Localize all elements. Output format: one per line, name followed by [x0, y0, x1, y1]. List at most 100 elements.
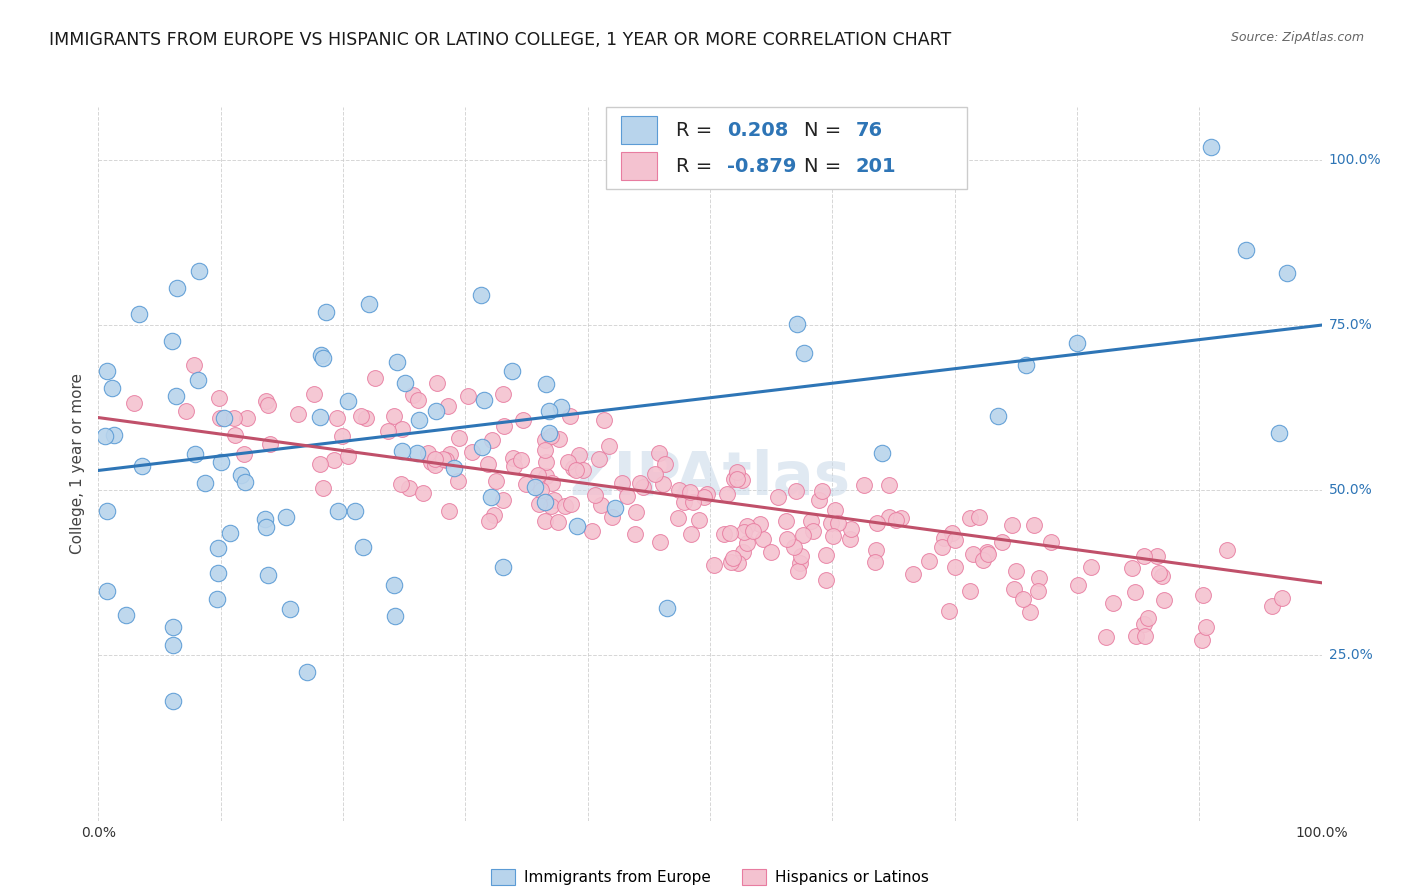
- Point: [131, 459, 153, 474]
- Point: [322, 453, 344, 467]
- Point: [540, 499, 562, 513]
- Point: [515, 476, 537, 491]
- Point: [491, 386, 513, 401]
- Point: [654, 458, 676, 472]
- Text: IMMIGRANTS FROM EUROPE VS HISPANIC OR LATINO COLLEGE, 1 YEAR OR MORE CORRELATION: IMMIGRANTS FROM EUROPE VS HISPANIC OR LA…: [49, 31, 952, 49]
- Point: [162, 694, 184, 708]
- Point: [315, 305, 337, 319]
- Point: [1133, 617, 1156, 632]
- Point: [759, 545, 782, 559]
- Point: [385, 355, 408, 369]
- Point: [786, 317, 808, 331]
- Point: [534, 495, 557, 509]
- Point: [254, 519, 277, 533]
- Point: [405, 446, 427, 460]
- Point: [696, 486, 718, 500]
- Point: [165, 389, 187, 403]
- Point: [481, 433, 503, 447]
- Point: [870, 446, 893, 460]
- Point: [991, 535, 1014, 549]
- Point: [229, 468, 252, 483]
- Point: [96, 364, 118, 378]
- Text: 75.0%: 75.0%: [1329, 318, 1372, 332]
- Point: [218, 526, 240, 541]
- Text: N =: N =: [804, 120, 848, 139]
- Point: [1133, 549, 1156, 563]
- Point: [1275, 266, 1298, 280]
- Point: [477, 457, 499, 471]
- FancyBboxPatch shape: [606, 107, 967, 189]
- Point: [311, 481, 333, 495]
- Point: [412, 485, 434, 500]
- Point: [918, 554, 941, 568]
- Point: [1146, 549, 1168, 563]
- Point: [853, 477, 876, 491]
- Point: [725, 472, 748, 486]
- Point: [352, 540, 374, 554]
- Point: [1002, 582, 1025, 596]
- Point: [1066, 336, 1088, 351]
- Point: [391, 443, 413, 458]
- Point: [426, 376, 449, 391]
- Point: [183, 447, 205, 461]
- Point: [439, 504, 461, 518]
- Point: [1005, 564, 1028, 578]
- Point: [787, 565, 810, 579]
- Point: [233, 475, 256, 489]
- Point: [382, 409, 405, 423]
- Text: 25.0%: 25.0%: [1329, 648, 1372, 663]
- Point: [207, 566, 229, 580]
- Point: [877, 478, 900, 492]
- Point: [815, 573, 838, 587]
- Point: [1121, 561, 1143, 575]
- Point: [214, 411, 236, 425]
- Point: [681, 527, 703, 541]
- Point: [524, 480, 547, 494]
- Point: [1133, 629, 1156, 643]
- Point: [652, 476, 675, 491]
- Legend: Immigrants from Europe, Hispanics or Latinos: Immigrants from Europe, Hispanics or Lat…: [485, 863, 935, 891]
- Point: [420, 454, 443, 468]
- Point: [418, 446, 440, 460]
- Point: [903, 566, 925, 581]
- Point: [543, 492, 565, 507]
- Point: [94, 428, 117, 442]
- Point: [1040, 534, 1063, 549]
- Text: 100.0%: 100.0%: [1329, 153, 1381, 167]
- Point: [1147, 566, 1170, 580]
- Point: [1001, 518, 1024, 533]
- Point: [693, 490, 716, 504]
- Point: [224, 410, 246, 425]
- Point: [1199, 139, 1222, 153]
- Point: [160, 334, 183, 349]
- Point: [866, 516, 889, 531]
- Point: [432, 451, 454, 466]
- Point: [259, 437, 281, 451]
- Point: [336, 449, 359, 463]
- Point: [976, 547, 998, 561]
- Point: [503, 459, 526, 474]
- Point: [839, 532, 862, 546]
- Point: [733, 524, 755, 539]
- Point: [534, 468, 557, 483]
- Point: [162, 620, 184, 634]
- Point: [808, 492, 831, 507]
- Point: [588, 452, 610, 467]
- Point: [457, 389, 479, 403]
- Point: [530, 483, 553, 497]
- Point: [534, 433, 557, 447]
- Point: [447, 431, 470, 445]
- Point: [208, 391, 231, 405]
- Point: [1271, 591, 1294, 606]
- Point: [128, 307, 150, 321]
- Point: [183, 358, 205, 372]
- Point: [205, 591, 228, 606]
- Point: [350, 409, 373, 423]
- Point: [389, 477, 412, 491]
- Point: [783, 540, 806, 554]
- Point: [254, 394, 277, 409]
- Point: [776, 532, 799, 546]
- Point: [967, 510, 990, 524]
- Point: [364, 371, 387, 385]
- Point: [626, 505, 648, 519]
